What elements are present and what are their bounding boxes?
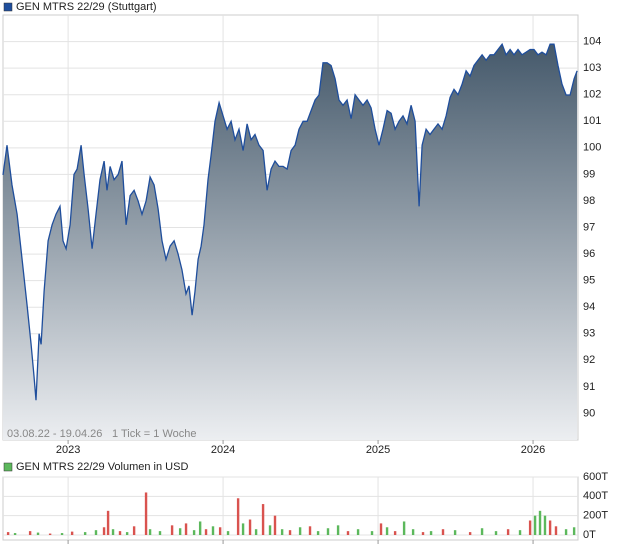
volume-bar [198, 521, 202, 535]
y-tick-label: 96 [583, 248, 595, 260]
y-tick-label: 94 [583, 301, 595, 313]
volume-bar [36, 532, 40, 535]
volume-bar [298, 527, 302, 535]
volume-bar [564, 529, 568, 535]
volume-bar [204, 529, 208, 535]
price-line [2, 42, 578, 401]
volume-bar [178, 528, 182, 535]
volume-bar [60, 533, 64, 535]
volume-bar [370, 531, 374, 535]
volume-bar [184, 523, 188, 535]
x-tick-label: 2026 [521, 444, 545, 456]
x-tick-label: 2025 [366, 444, 390, 456]
y-tick-label: 103 [583, 62, 601, 74]
volume-bar [421, 532, 425, 535]
volume-bar [402, 521, 406, 535]
y-tick-label: 93 [583, 328, 595, 340]
volume-bar [280, 529, 284, 535]
volume-bar [518, 530, 522, 535]
y-tick-label: 200T [583, 510, 608, 522]
y-tick-label: 95 [583, 275, 595, 287]
legend-label: GEN MTRS 22/29 Volumen in USD [16, 461, 188, 473]
volume-bar [144, 492, 148, 535]
tick-note: 1 Tick = 1 Woche [112, 428, 196, 440]
volume-bar [218, 527, 222, 535]
volume-bar [125, 532, 129, 535]
volume-bar [268, 525, 272, 535]
volume-bar [548, 520, 552, 535]
y-tick-label: 102 [583, 89, 601, 101]
volume-bar [148, 529, 152, 535]
volume-bar [13, 533, 17, 535]
volume-bar [326, 528, 330, 535]
y-tick-label: 91 [583, 381, 595, 393]
volume-bar [94, 530, 98, 535]
volume-bar [506, 529, 510, 535]
volume-bar [336, 525, 340, 535]
volume-bar [28, 531, 32, 535]
volume-bar [241, 523, 245, 535]
volume-bar [236, 498, 240, 535]
volume-bar [533, 515, 537, 535]
volume-bar [453, 530, 457, 535]
volume-bar [211, 526, 215, 535]
y-tick-label: 92 [583, 354, 595, 366]
volume-bar [132, 526, 136, 535]
volume-bar [480, 528, 484, 535]
volume-bar [316, 531, 320, 535]
x-tick-label: 2023 [56, 444, 80, 456]
volume-bar [429, 531, 433, 535]
y-tick-label: 100 [583, 142, 601, 154]
volume-bar [102, 527, 106, 535]
date-range: 03.08.22 - 19.04.26 [7, 428, 102, 440]
volume-bar [248, 519, 252, 535]
volume-bar [385, 527, 389, 535]
y-tick-label: 104 [583, 35, 601, 47]
volume-bar [538, 510, 542, 535]
volume-bar [118, 531, 122, 535]
volume-bar [346, 531, 350, 535]
legend-swatch [3, 462, 13, 472]
legend-label: GEN MTRS 22/29 (Stuttgart) [16, 1, 157, 13]
volume-bar [288, 530, 292, 535]
y-tick-label: 600T [583, 471, 608, 483]
volume-bar [528, 520, 532, 535]
volume-bar [48, 533, 52, 535]
volume-bar [572, 527, 576, 535]
volume-bar [441, 529, 445, 535]
y-tick-label: 90 [583, 407, 595, 419]
volume-bar [356, 529, 360, 535]
y-tick-label: 0T [583, 529, 596, 541]
x-tick-label: 2024 [211, 444, 235, 456]
volume-bar [543, 515, 547, 535]
volume-bar [468, 532, 472, 535]
volume-bar [170, 525, 174, 535]
y-tick-label: 98 [583, 195, 595, 207]
volume-bar [70, 531, 74, 535]
volume-bar [494, 531, 498, 535]
y-tick-label: 97 [583, 221, 595, 233]
volume-bar [158, 531, 162, 535]
price-area [3, 44, 578, 440]
volume-bar [106, 510, 110, 535]
volume-bar [273, 515, 277, 535]
volume-bar [554, 526, 558, 535]
volume-bar [83, 532, 87, 535]
volume-bar [226, 531, 230, 535]
volume-bar [111, 529, 115, 535]
y-tick-label: 101 [583, 115, 601, 127]
volume-bar [192, 530, 196, 535]
y-tick-label: 99 [583, 168, 595, 180]
volume-bar [379, 523, 383, 535]
y-tick-label: 400T [583, 490, 608, 502]
volume-bar [393, 531, 397, 535]
legend-swatch [3, 2, 13, 12]
volume-bar [261, 504, 265, 535]
volume-bar [6, 532, 10, 535]
volume-bar [254, 529, 258, 535]
volume-bar [411, 529, 415, 535]
volume-bar [308, 526, 312, 535]
